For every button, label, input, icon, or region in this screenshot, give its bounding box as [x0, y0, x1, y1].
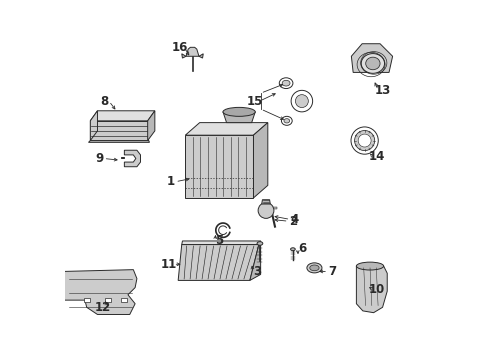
Ellipse shape: [306, 263, 321, 273]
Ellipse shape: [257, 242, 262, 245]
Polygon shape: [90, 111, 155, 121]
Circle shape: [290, 90, 312, 112]
Text: 11: 11: [161, 258, 177, 271]
Polygon shape: [223, 112, 255, 123]
Polygon shape: [121, 157, 124, 158]
Circle shape: [354, 131, 374, 150]
Polygon shape: [182, 241, 260, 244]
Text: 1: 1: [166, 175, 175, 188]
Ellipse shape: [282, 80, 289, 86]
Polygon shape: [185, 47, 199, 56]
Polygon shape: [88, 140, 149, 142]
Text: 10: 10: [368, 283, 385, 296]
Ellipse shape: [284, 119, 289, 123]
Text: 12: 12: [95, 301, 111, 314]
Text: 6: 6: [297, 242, 305, 255]
Circle shape: [357, 134, 370, 147]
Polygon shape: [178, 244, 258, 280]
Polygon shape: [351, 44, 392, 72]
Polygon shape: [249, 241, 260, 280]
Text: 7: 7: [327, 265, 336, 278]
Polygon shape: [90, 111, 97, 140]
Polygon shape: [185, 123, 267, 135]
Text: 5: 5: [215, 234, 223, 247]
Text: 3: 3: [252, 265, 261, 278]
Text: 14: 14: [368, 150, 385, 163]
Polygon shape: [253, 123, 267, 198]
Circle shape: [350, 127, 378, 154]
Ellipse shape: [365, 57, 379, 70]
Text: 16: 16: [171, 41, 188, 54]
Polygon shape: [121, 298, 127, 302]
Circle shape: [258, 203, 273, 219]
Polygon shape: [90, 121, 147, 140]
Ellipse shape: [281, 116, 292, 125]
Ellipse shape: [279, 78, 292, 89]
Ellipse shape: [223, 107, 255, 116]
Polygon shape: [124, 150, 140, 167]
Text: 13: 13: [374, 84, 390, 97]
Polygon shape: [185, 135, 253, 198]
Polygon shape: [63, 270, 137, 315]
Ellipse shape: [290, 248, 295, 251]
Polygon shape: [147, 111, 155, 140]
Polygon shape: [356, 266, 386, 313]
Text: 8: 8: [101, 95, 108, 108]
Ellipse shape: [361, 54, 384, 73]
Text: 2: 2: [288, 215, 296, 228]
Polygon shape: [83, 298, 89, 302]
Polygon shape: [261, 200, 270, 204]
Circle shape: [295, 95, 308, 108]
Text: 4: 4: [290, 213, 298, 226]
Polygon shape: [105, 298, 111, 302]
Text: 15: 15: [246, 95, 263, 108]
Ellipse shape: [309, 265, 319, 271]
Ellipse shape: [356, 262, 383, 270]
Polygon shape: [182, 54, 185, 58]
Polygon shape: [199, 54, 203, 58]
Text: 9: 9: [95, 152, 103, 165]
Polygon shape: [269, 207, 277, 209]
